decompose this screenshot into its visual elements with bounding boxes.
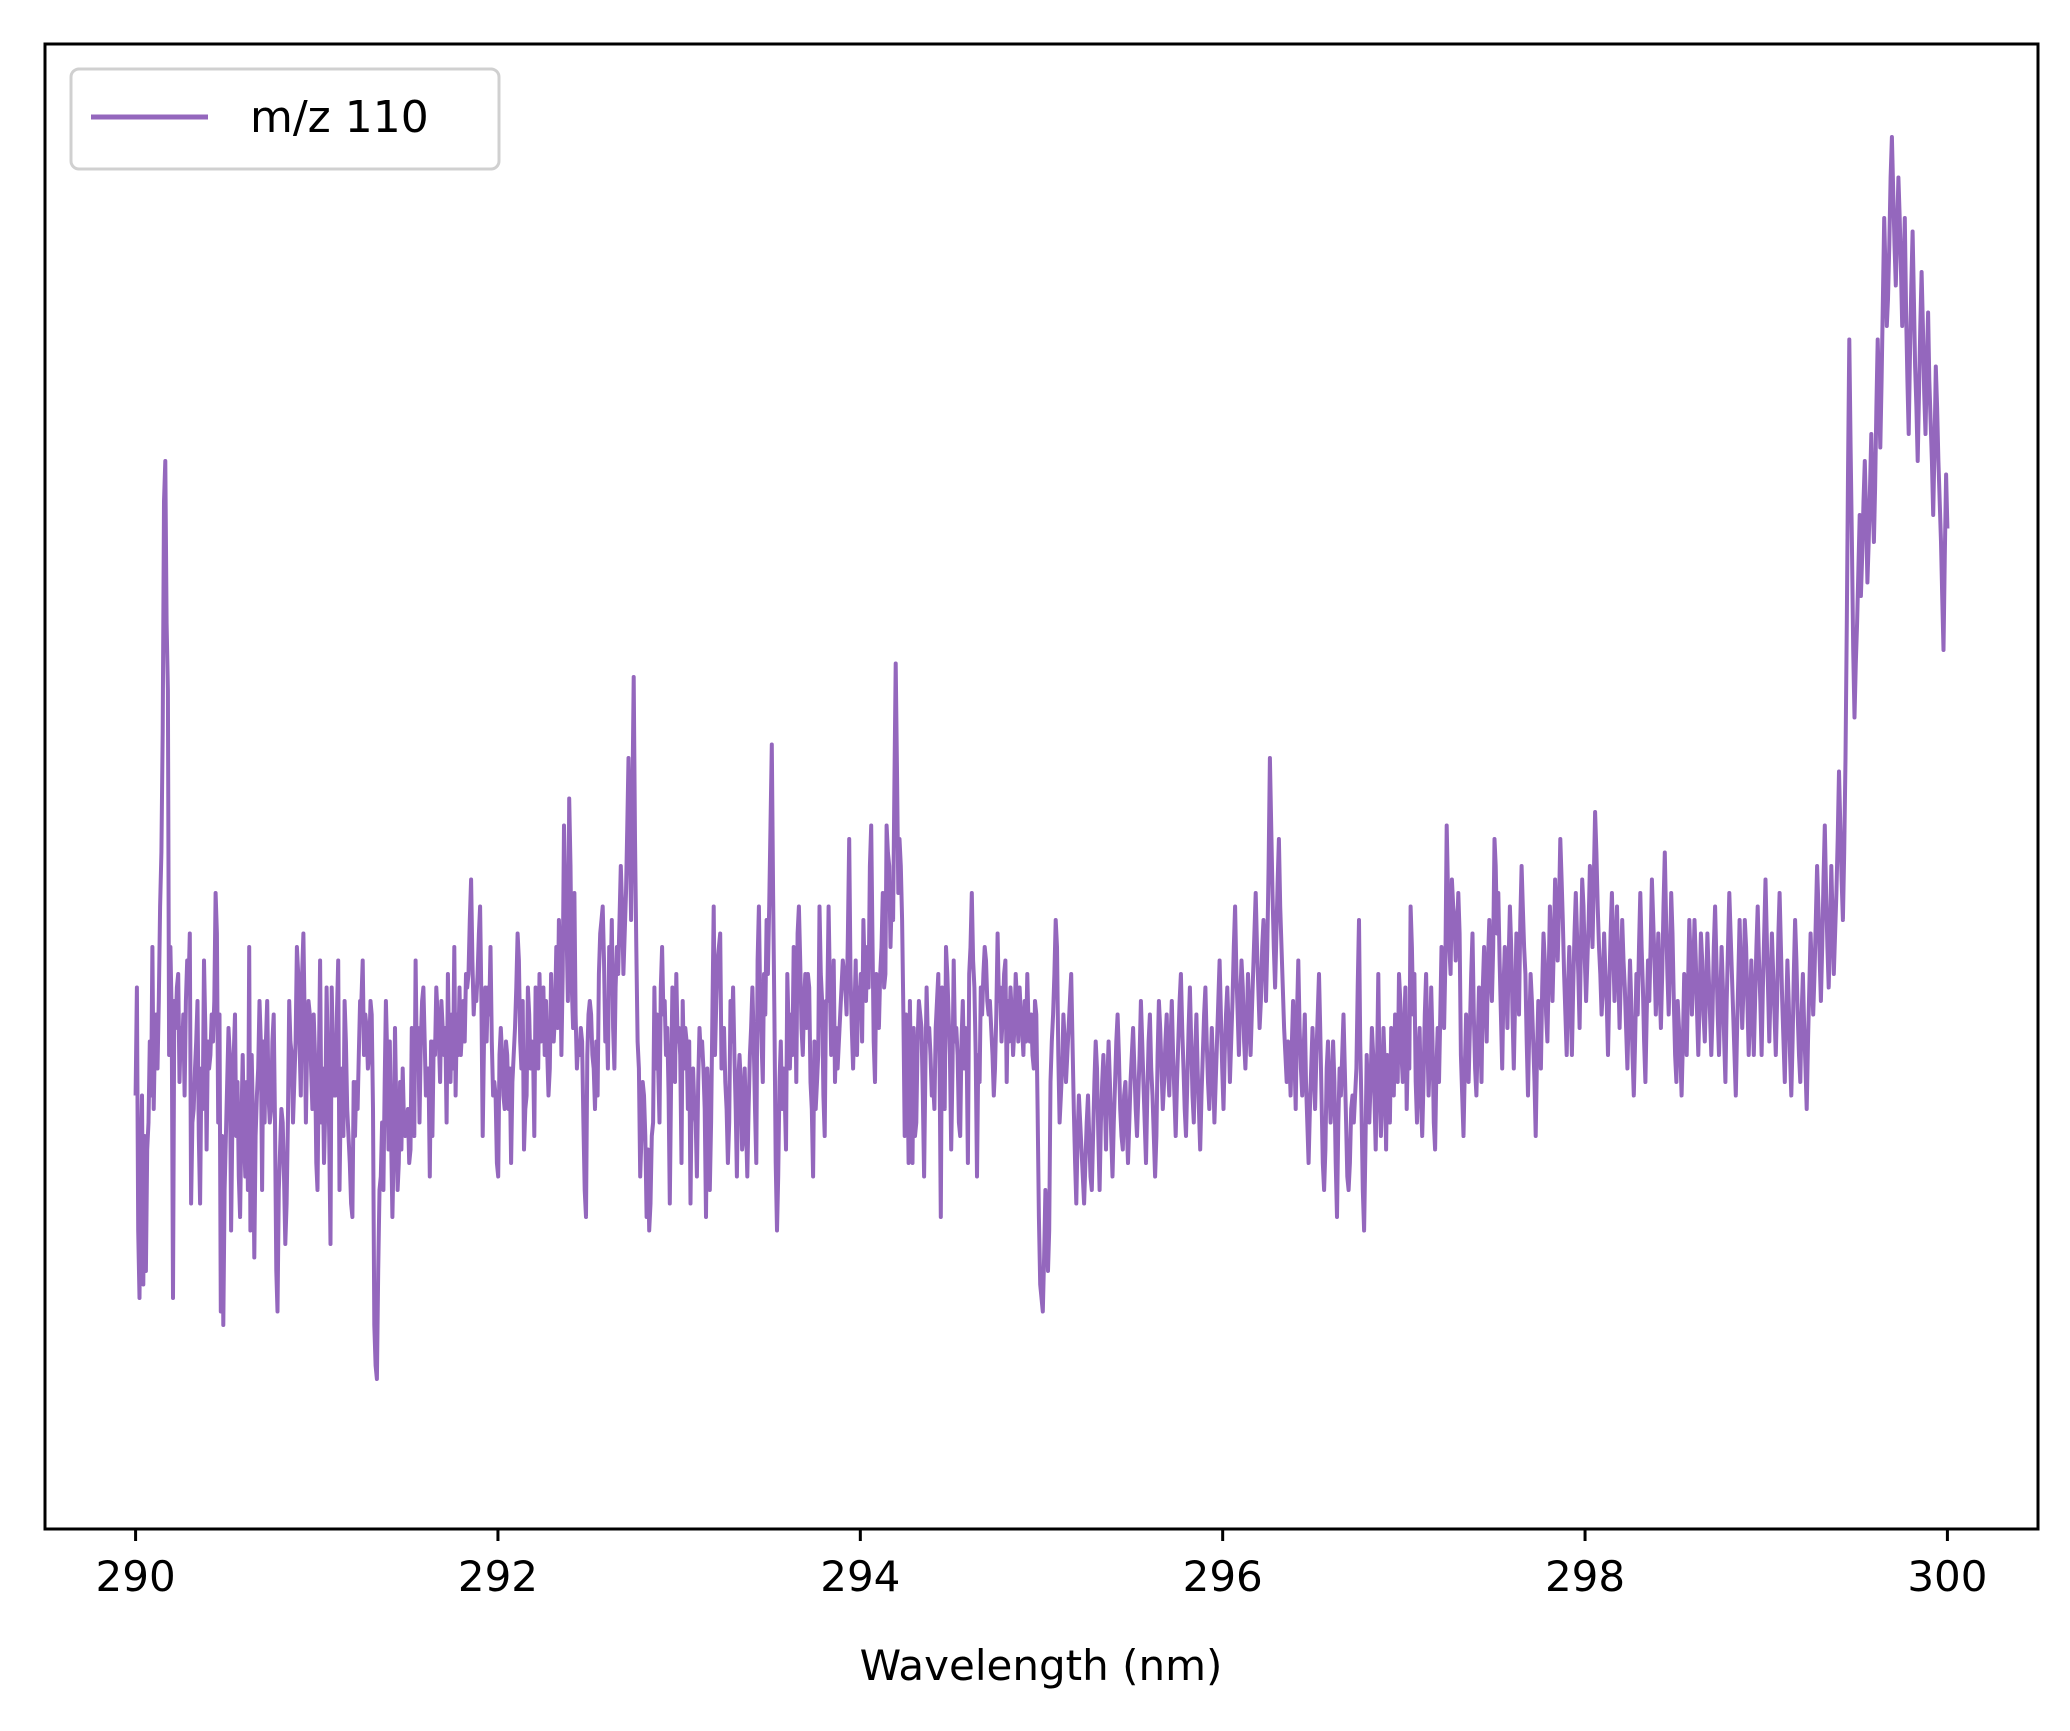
x-tick-label: 290 [96, 1552, 176, 1601]
x-axis-ticks: 290 292 294 296 298 300 [96, 1529, 1987, 1601]
x-tick-label: 296 [1183, 1552, 1263, 1601]
plot-area [133, 135, 1950, 1381]
legend: m/z 110 [69, 67, 501, 171]
axes-frame [43, 42, 2040, 1531]
x-axis-label: Wavelength (nm) [860, 1641, 1223, 1690]
legend-box [69, 67, 501, 171]
x-tick-label: 300 [1907, 1552, 1987, 1601]
legend-series-label: m/z 110 [250, 92, 429, 143]
x-tick-label: 294 [820, 1552, 900, 1601]
x-tick-label: 292 [458, 1552, 538, 1601]
x-tick-label: 298 [1545, 1552, 1625, 1601]
series-line-0 [133, 135, 1950, 1381]
